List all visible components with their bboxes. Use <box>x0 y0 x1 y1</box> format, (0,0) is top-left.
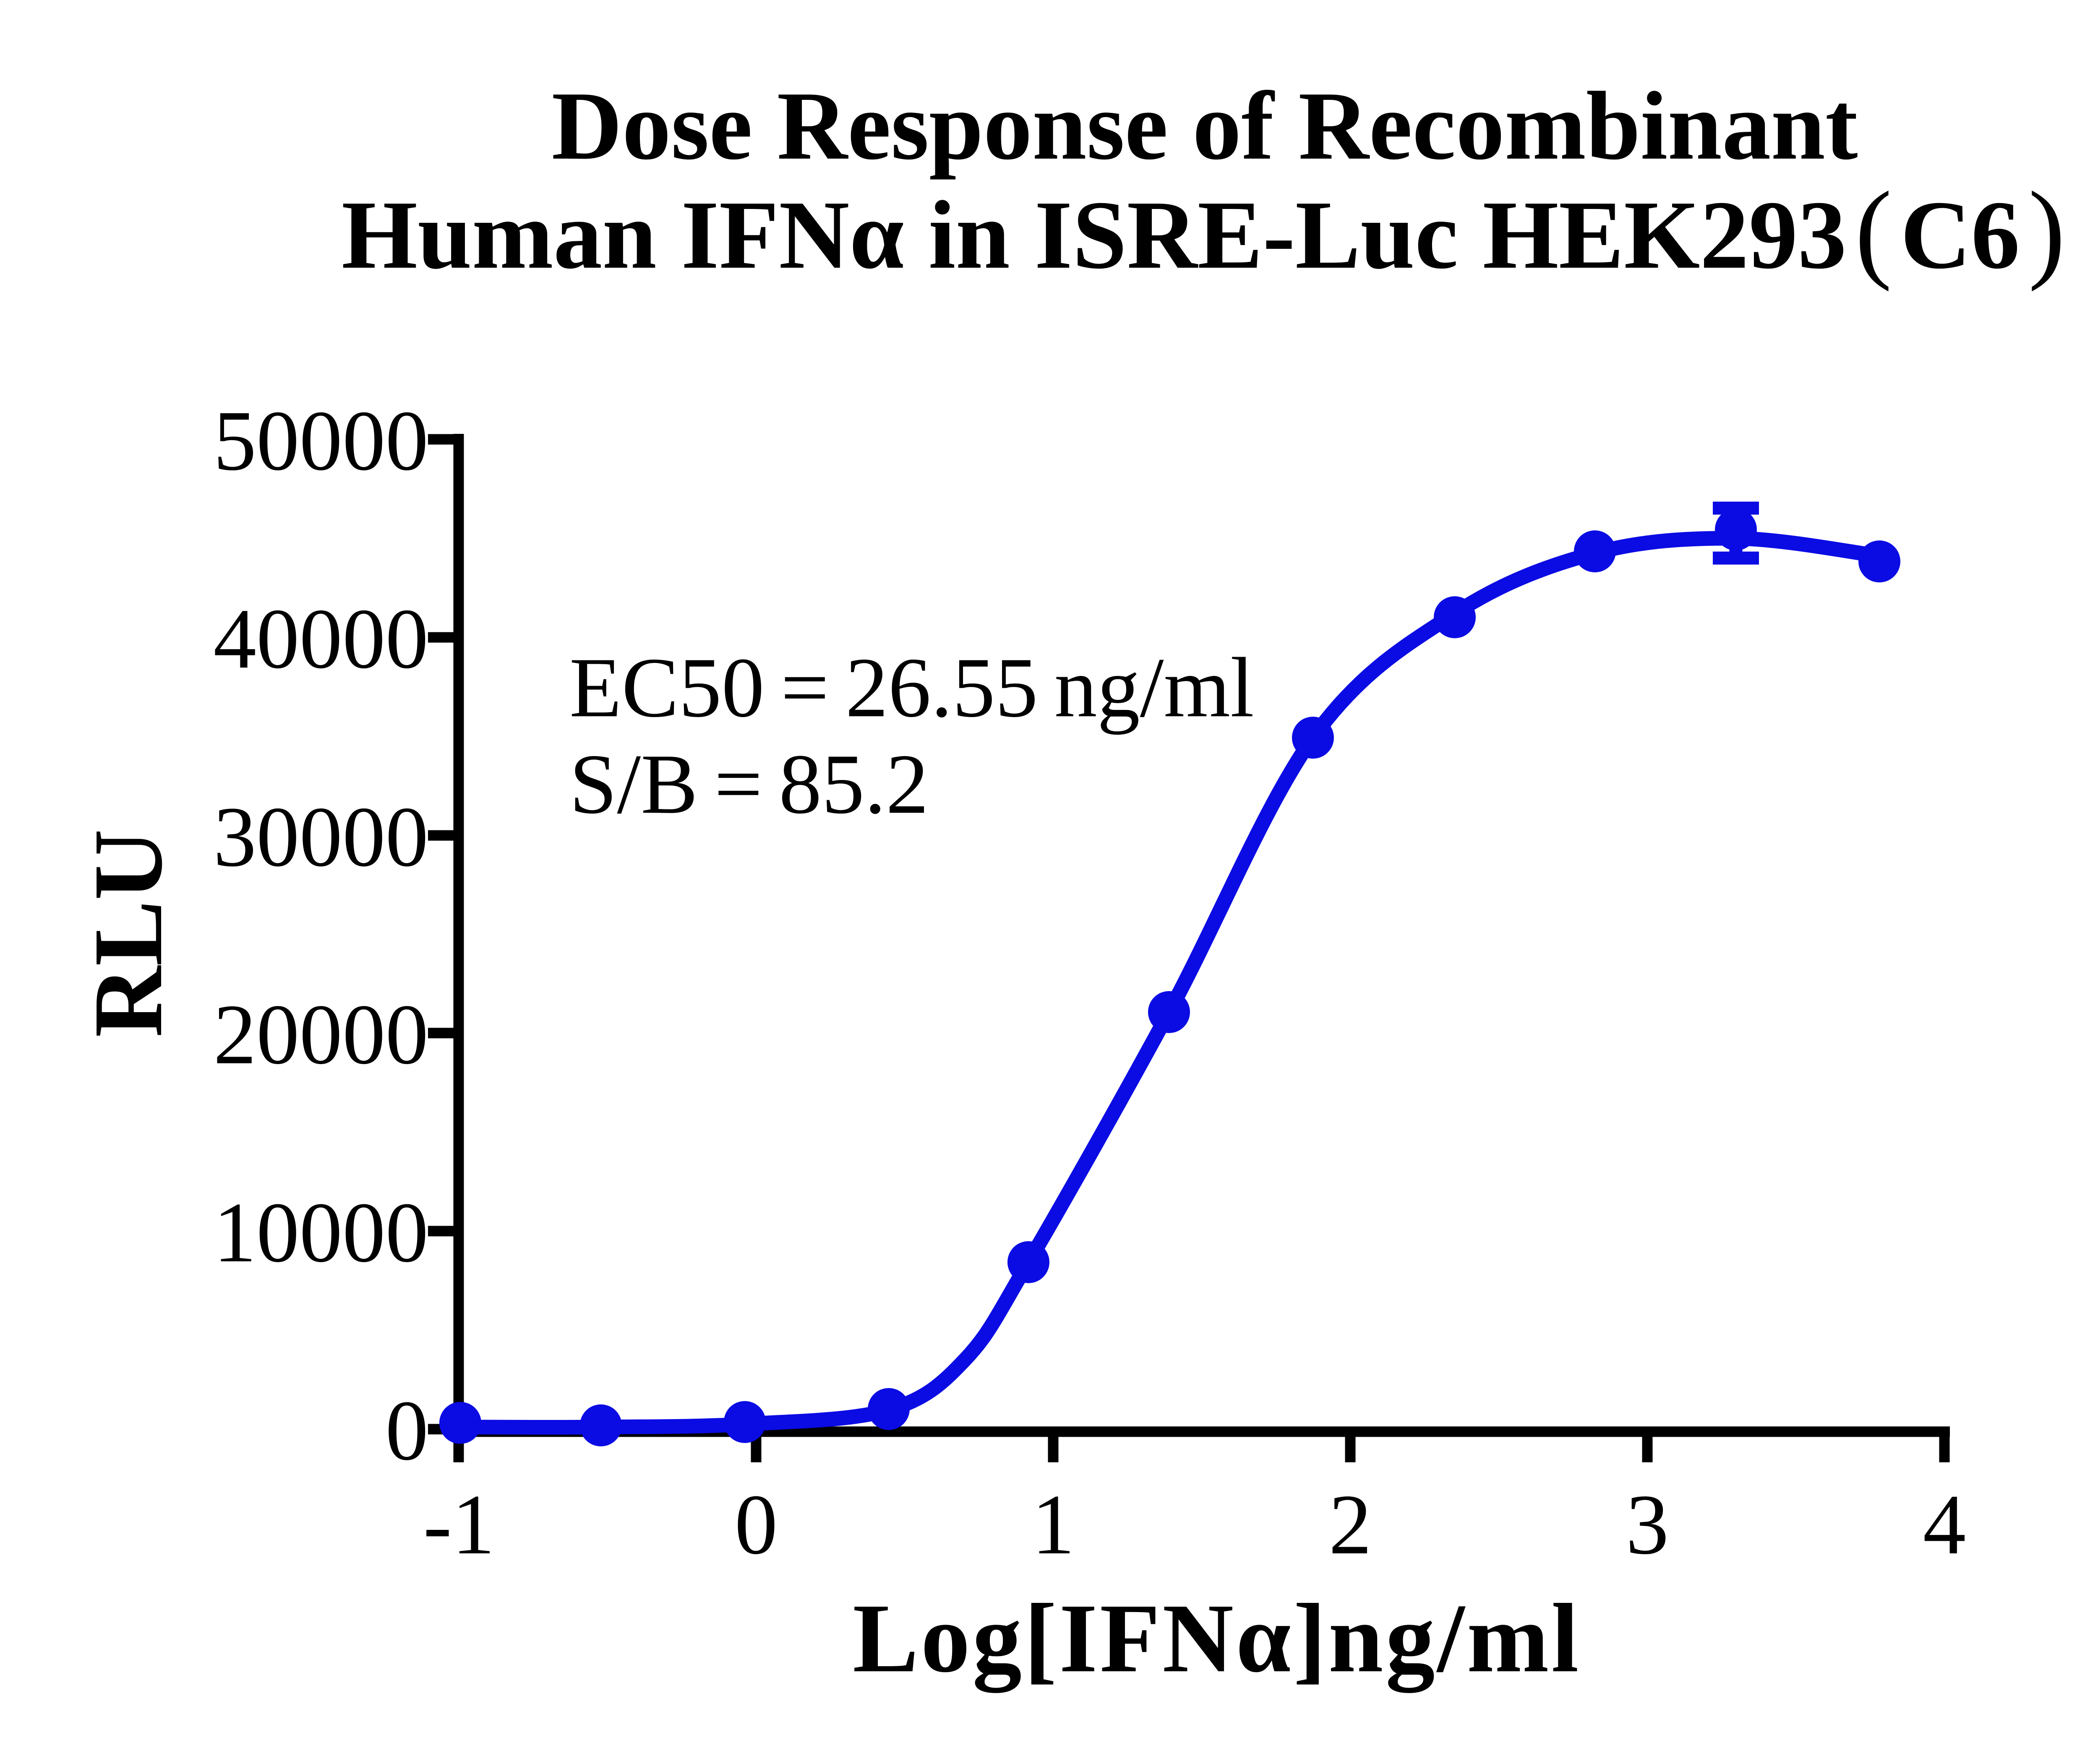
svg-text:S/B = 85.2: S/B = 85.2 <box>569 737 929 832</box>
svg-text:3: 3 <box>1626 1477 1669 1572</box>
svg-text:Log[IFNα]ng/ml: Log[IFNα]ng/ml <box>853 1584 1581 1693</box>
svg-text:40000: 40000 <box>214 591 429 686</box>
svg-text:Dose Response of Recombinant: Dose Response of Recombinant <box>551 72 1858 180</box>
svg-text:EC50 = 26.55 ng/ml: EC50 = 26.55 ng/ml <box>569 640 1254 735</box>
svg-text:RLU: RLU <box>73 829 183 1037</box>
svg-text:20000: 20000 <box>214 987 429 1082</box>
svg-text:50000: 50000 <box>214 393 429 488</box>
svg-text:2: 2 <box>1329 1477 1372 1572</box>
svg-text:10000: 10000 <box>214 1185 429 1280</box>
svg-text:Human IFNα in ISRE-Luc HEK293(: Human IFNα in ISRE-Luc HEK293(C6) <box>342 169 2065 292</box>
svg-text:1: 1 <box>1032 1477 1075 1572</box>
svg-text:30000: 30000 <box>214 789 429 885</box>
svg-text:0: 0 <box>735 1477 778 1572</box>
svg-text:0: 0 <box>386 1383 429 1478</box>
svg-text:4: 4 <box>1923 1477 1966 1572</box>
svg-text:-1: -1 <box>423 1477 495 1572</box>
